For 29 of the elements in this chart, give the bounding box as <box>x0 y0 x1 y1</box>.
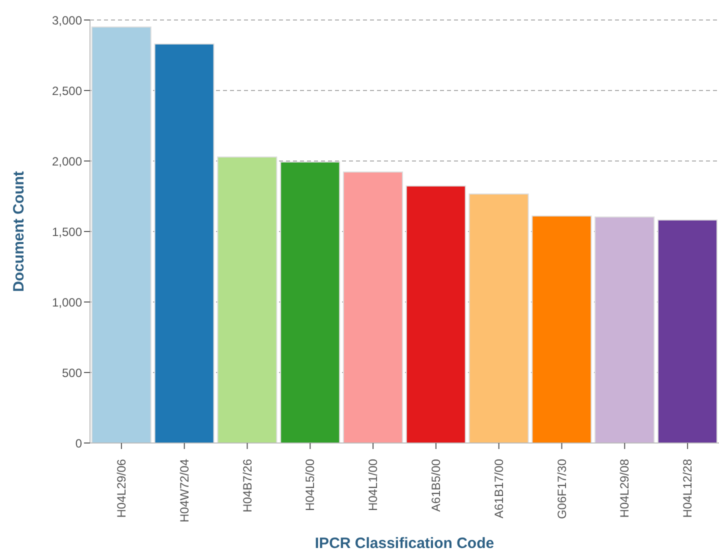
x-tick-label: A61B17/00 <box>492 458 506 518</box>
bar <box>280 161 340 443</box>
bar <box>342 172 403 443</box>
x-tick-label: H04L5/00 <box>303 458 318 512</box>
x-tick-label: H04L12/28 <box>680 458 695 518</box>
bar <box>657 219 718 443</box>
bar <box>91 26 152 443</box>
bar <box>532 215 592 443</box>
y-axis-title: Document Count <box>10 171 28 292</box>
y-tick-label: 0 <box>75 436 82 450</box>
y-tick-label: 2,500 <box>52 84 82 98</box>
y-tick-label: 500 <box>62 366 82 380</box>
x-tick-label: H04L29/06 <box>114 458 128 518</box>
x-tick-label: H04W72/04 <box>177 458 192 522</box>
y-tick-label: 2,000 <box>52 154 82 168</box>
bar <box>594 216 655 443</box>
y-tick-label: 1,500 <box>52 224 82 239</box>
x-tick-label: A61B5/00 <box>428 458 443 512</box>
bar <box>468 193 529 443</box>
x-axis-title: IPCR Classification Code <box>314 535 494 552</box>
x-tick-label: G06F17/30 <box>554 458 569 520</box>
bar <box>406 185 466 443</box>
bar <box>217 156 278 443</box>
bar <box>154 43 214 443</box>
y-tick-label: 3,000 <box>52 13 82 28</box>
x-tick-label: H04B7/26 <box>240 458 254 512</box>
x-tick-label: H04L29/08 <box>618 458 632 518</box>
x-tick-label: H04L1/00 <box>366 458 380 512</box>
y-tick-label: 1,000 <box>52 295 82 310</box>
